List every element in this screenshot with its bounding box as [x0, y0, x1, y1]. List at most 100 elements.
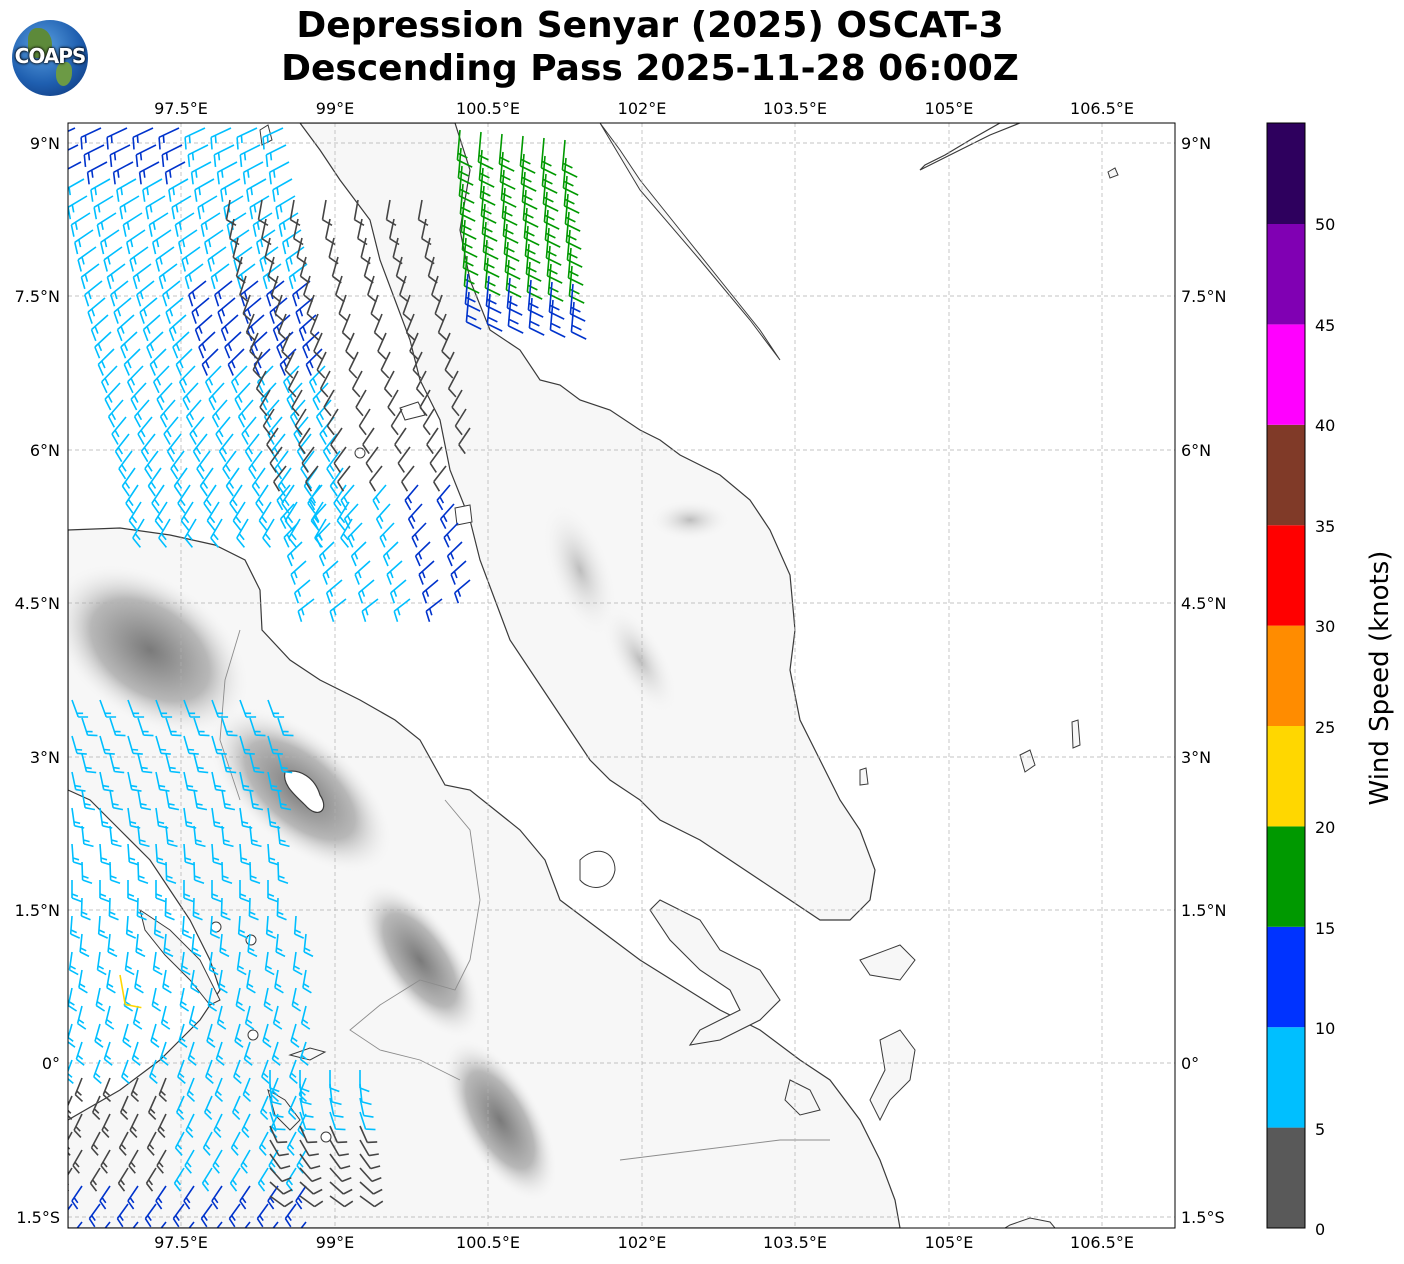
lat-tick-label: 7.5°N — [15, 287, 60, 306]
wind-barb — [276, 484, 291, 511]
wind-barb — [122, 1023, 132, 1048]
logo-landmass — [56, 62, 72, 86]
wind-barb — [203, 1095, 213, 1120]
wind-barb — [68, 1203, 73, 1211]
wind-barb — [272, 178, 293, 202]
wind-barb — [269, 446, 283, 473]
wind-barb — [229, 1167, 241, 1192]
wind-barb — [441, 332, 451, 360]
wind-barb — [220, 314, 239, 342]
wind-barb — [193, 861, 205, 884]
wind-barb — [162, 969, 172, 994]
wind-barb — [213, 144, 235, 167]
wind-barb — [165, 861, 177, 884]
wind-barb — [436, 484, 451, 511]
wind-barb — [199, 467, 214, 497]
wind-barb — [379, 522, 395, 548]
wind-barb — [221, 717, 238, 737]
colorbar-segment — [1267, 424, 1305, 526]
wind-barb — [234, 1023, 244, 1048]
wind-barb — [174, 212, 195, 237]
wind-barb — [274, 969, 284, 994]
wind-barb — [183, 735, 199, 755]
wind-barb — [171, 195, 192, 220]
wind-barb — [177, 484, 191, 514]
lat-tick-label: 4.5°N — [15, 594, 60, 613]
wind-barb — [160, 1005, 171, 1030]
wind-barb — [358, 408, 371, 436]
wind-barb — [329, 1139, 349, 1157]
lon-tick-label: 100.5°E — [456, 1233, 520, 1252]
wind-barb — [300, 1005, 311, 1030]
wind-barb — [210, 263, 230, 290]
wind-barb — [359, 1083, 372, 1106]
wind-barb — [206, 1023, 216, 1048]
wind-barb — [96, 212, 117, 237]
wind-barb — [160, 1221, 167, 1228]
wind-barb — [249, 789, 264, 811]
wind-barb — [155, 699, 173, 718]
lon-tick-label: 106.5°E — [1070, 99, 1134, 118]
wind-barb — [137, 789, 152, 811]
wind-barb — [359, 1111, 376, 1131]
wind-barb — [549, 299, 566, 338]
wind-barb — [224, 331, 242, 359]
wind-barb — [132, 263, 152, 290]
wind-barb — [335, 275, 345, 303]
wind-barb — [120, 331, 138, 359]
wind-barb — [239, 771, 254, 792]
wind-barb — [369, 465, 383, 492]
wind-barb — [185, 399, 202, 428]
wind-barb — [111, 416, 127, 445]
wind-barb — [109, 789, 124, 811]
wind-barb — [109, 825, 122, 848]
wind-barb — [289, 199, 301, 226]
wind-barb — [162, 280, 181, 307]
wind-barb — [248, 897, 259, 921]
wind-barb — [106, 127, 128, 150]
wind-barb — [127, 735, 143, 755]
wind-barbs — [68, 127, 587, 1228]
wind-barb — [214, 280, 233, 307]
wind-barb — [359, 1139, 379, 1157]
wind-barb — [269, 1153, 291, 1170]
wind-barb — [187, 1041, 197, 1066]
wind-barb — [148, 212, 169, 237]
lat-tick-label: 3°N — [1181, 748, 1211, 767]
wind-barb — [114, 433, 130, 463]
colorbar-tick-labels: 0 5 10 15 20 25 30 35 40 45 50 — [1315, 215, 1335, 1239]
wind-barb — [136, 897, 147, 921]
island — [1071, 719, 1081, 749]
wind-barb — [106, 263, 126, 290]
wind-barb — [411, 522, 427, 548]
wind-barb — [142, 178, 163, 202]
wind-barb — [186, 1077, 196, 1102]
wind-barb — [183, 771, 198, 792]
wind-barb — [333, 446, 347, 473]
wind-barb — [201, 348, 219, 376]
wind-barb — [128, 1149, 139, 1174]
wind-barb — [164, 161, 186, 185]
logo-landmass — [28, 28, 52, 58]
wind-barb — [269, 1167, 292, 1183]
lon-tick-label: 102°E — [618, 99, 667, 118]
wind-barb — [109, 861, 121, 884]
wind-barb — [191, 933, 202, 958]
wind-barb — [211, 880, 222, 903]
wind-barb — [96, 951, 107, 976]
wind-barb — [97, 915, 109, 939]
wind-barb — [153, 915, 165, 939]
wind-barb — [94, 331, 112, 359]
wind-barb — [183, 880, 194, 903]
wind-barb — [81, 825, 94, 848]
wind-barb — [239, 843, 251, 866]
wind-barb — [318, 541, 335, 567]
wind-barb — [201, 1167, 213, 1192]
wind-barb — [131, 1041, 141, 1066]
wind-barb — [109, 144, 131, 167]
wind-barb — [192, 433, 208, 463]
wind-barb — [397, 446, 411, 473]
map-frame — [67, 122, 1176, 1229]
wind-barb — [121, 1059, 130, 1085]
wind-barb — [290, 560, 307, 585]
